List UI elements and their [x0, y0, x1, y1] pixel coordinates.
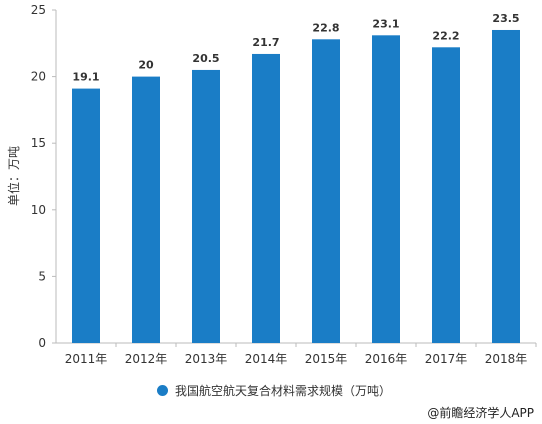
x-tick-label: 2015年	[305, 352, 348, 366]
x-tick-label: 2018年	[485, 352, 528, 366]
data-label: 19.1	[72, 71, 99, 84]
bar	[132, 76, 160, 343]
y-tick-label: 5	[38, 269, 46, 283]
x-axis-ticks: 2011年 2012年 2013年 2014年 2015年 2016年 2017年 2018年	[65, 343, 537, 366]
bar	[372, 35, 400, 344]
legend-marker	[157, 384, 168, 396]
data-label: 21.7	[252, 36, 279, 49]
data-label: 22.8	[312, 21, 339, 34]
bar	[312, 39, 340, 343]
x-tick-label: 2017年	[425, 352, 468, 366]
data-label: 23.5	[492, 12, 519, 25]
bar	[492, 29, 520, 343]
legend: 我国航空航天复合材料需求规模（万吨）	[157, 381, 391, 399]
y-tick-label: 0	[38, 336, 46, 350]
x-tick-label: 2012年	[125, 352, 168, 366]
bar	[192, 69, 220, 343]
legend-label: 我国航空航天复合材料需求规模（万吨）	[175, 383, 392, 398]
y-tick-label: 25	[31, 3, 46, 17]
data-label: 20.5	[192, 52, 219, 65]
x-tick-label: 2011年	[65, 352, 108, 366]
bar	[432, 47, 460, 344]
y-tick-label: 10	[31, 203, 46, 217]
x-tick-label: 2013年	[185, 352, 228, 366]
bars-group: 19.1 20 20.5 21.7 22.8 23.1 22.2 23.5	[72, 12, 520, 344]
data-label: 20	[138, 59, 154, 72]
y-tick-label: 15	[31, 136, 46, 150]
x-tick-label: 2014年	[245, 352, 288, 366]
data-label: 22.2	[432, 29, 459, 42]
y-axis-label: 单位：万吨	[6, 146, 21, 206]
x-tick-label: 2016年	[365, 352, 408, 366]
data-label: 23.1	[372, 17, 399, 30]
bar	[72, 88, 100, 343]
y-tick-label: 20	[31, 70, 46, 84]
bar	[252, 53, 280, 344]
source-credit: @前瞻经济学人APP	[427, 406, 534, 420]
y-axis-ticks: 0 5 10 15 20 25	[31, 3, 56, 350]
